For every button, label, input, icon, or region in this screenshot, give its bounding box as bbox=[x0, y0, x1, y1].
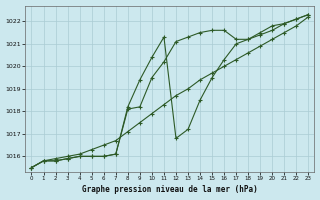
X-axis label: Graphe pression niveau de la mer (hPa): Graphe pression niveau de la mer (hPa) bbox=[82, 185, 258, 194]
